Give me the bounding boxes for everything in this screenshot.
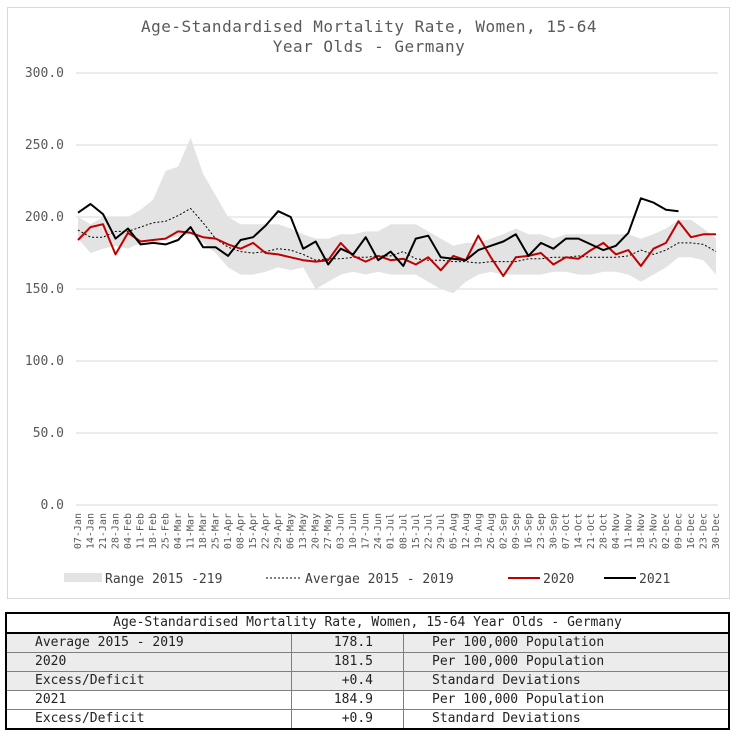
y-tick-label: 250.0 bbox=[25, 138, 64, 153]
y-tick-label: 0.0 bbox=[41, 498, 64, 513]
legend-label: 2021 bbox=[639, 572, 670, 587]
x-tick-label: 09-Sep bbox=[511, 513, 522, 549]
x-tick-label: 22-Jul bbox=[423, 513, 434, 549]
x-tick-label: 28-Oct bbox=[598, 513, 609, 549]
x-tick-label: 22-Apr bbox=[261, 513, 272, 549]
y-tick-label: 100.0 bbox=[25, 354, 64, 369]
x-tick-label: 11-Nov bbox=[623, 513, 634, 549]
range-band-area bbox=[78, 137, 716, 294]
row-unit: Standard Deviations bbox=[403, 709, 730, 730]
x-tick-label: 19-Aug bbox=[473, 513, 484, 549]
x-tick-label: 02-Dec bbox=[661, 513, 672, 549]
legend-swatch-range bbox=[64, 573, 102, 582]
x-tick-label: 08-Jul bbox=[398, 513, 409, 549]
summary-table: Age-Standardised Mortality Rate, Women, … bbox=[5, 612, 730, 730]
x-tick-label: 16-Sep bbox=[523, 513, 534, 549]
x-tick-label: 14-Jan bbox=[86, 513, 97, 549]
legend-label: Avergae 2015 - 2019 bbox=[305, 572, 454, 587]
x-tick-label: 01-Apr bbox=[223, 513, 234, 549]
x-tick-label: 14-Oct bbox=[573, 513, 584, 549]
row-unit: Standard Deviations bbox=[403, 671, 730, 691]
row-unit: Per 100,000 Population bbox=[403, 690, 730, 710]
x-tick-label: 04-Feb bbox=[123, 513, 134, 549]
x-tick-label: 11-Feb bbox=[136, 513, 147, 549]
x-tick-label: 15-Jul bbox=[411, 513, 422, 549]
x-tick-label: 29-Jul bbox=[436, 513, 447, 549]
legend-label: Range 2015 -219 bbox=[105, 572, 222, 587]
x-tick-label: 07-Jan bbox=[73, 513, 84, 549]
row-label: Average 2015 - 2019 bbox=[5, 632, 292, 653]
gridlines bbox=[76, 72, 718, 506]
chart-canvas: Age-Standardised Mortality Rate, Women, … bbox=[25, 17, 722, 587]
x-tick-label: 23-Sep bbox=[536, 513, 547, 549]
x-tick-label: 17-Jun bbox=[361, 513, 372, 549]
average-line bbox=[77, 207, 717, 264]
x-tick-label: 06-May bbox=[286, 513, 297, 549]
x-tick-label: 26-Aug bbox=[486, 513, 497, 549]
legend-label: 2020 bbox=[543, 572, 574, 587]
table-row: Excess/Deficit +0.4 Standard Deviations bbox=[5, 671, 730, 691]
x-tick-label: 29-Apr bbox=[273, 513, 284, 549]
x-axis-ticks: 07-Jan 14-Jan 21-Jan 28-Jan 04-Feb 11-Feb 18-F… bbox=[73, 513, 722, 549]
y-tick-label: 300.0 bbox=[25, 66, 64, 81]
x-tick-label: 25-Feb bbox=[161, 513, 172, 549]
x-tick-label: 30-Dec bbox=[711, 513, 722, 549]
row-label: 2021 bbox=[5, 690, 292, 710]
x-tick-label: 16-Dec bbox=[686, 513, 697, 549]
x-tick-label: 20-May bbox=[311, 513, 322, 549]
x-tick-label: 04-Mar bbox=[173, 513, 184, 549]
x-tick-label: 10-Jun bbox=[348, 513, 359, 549]
y-tick-label: 150.0 bbox=[25, 282, 64, 297]
x-tick-label: 07-Oct bbox=[561, 513, 572, 549]
x-tick-label: 18-Feb bbox=[148, 513, 159, 549]
x-tick-label: 01-Jul bbox=[386, 513, 397, 549]
x-tick-label: 27-May bbox=[323, 513, 334, 549]
x-tick-label: 23-Dec bbox=[698, 513, 709, 549]
x-tick-label: 02-Sep bbox=[498, 513, 509, 549]
x-tick-label: 03-Jun bbox=[336, 513, 347, 549]
row-unit: Per 100,000 Population bbox=[403, 632, 730, 653]
row-unit: Per 100,000 Population bbox=[403, 652, 730, 672]
table-row: Average 2015 - 2019 178.1 Per 100,000 Po… bbox=[5, 632, 730, 653]
row-value: +0.4 bbox=[291, 671, 404, 691]
table-row: 2020 181.5 Per 100,000 Population bbox=[5, 652, 730, 672]
x-tick-label: 18-Mar bbox=[198, 513, 209, 549]
series-lines bbox=[77, 197, 717, 277]
x-tick-label: 21-Oct bbox=[586, 513, 597, 549]
x-tick-label: 11-Mar bbox=[186, 513, 197, 549]
table-row: 2021 184.9 Per 100,000 Population bbox=[5, 690, 730, 710]
y-axis-ticks: 0.0 50.0 100.0 150.0 200.0 250.0 300.0 bbox=[25, 66, 64, 513]
x-tick-label: 25-Nov bbox=[648, 513, 659, 549]
x-tick-label: 21-Jan bbox=[98, 513, 109, 549]
range-band bbox=[78, 137, 716, 294]
chart-area: Age-Standardised Mortality Rate, Women, … bbox=[7, 7, 730, 599]
x-tick-label: 24-Jun bbox=[373, 513, 384, 549]
y-tick-label: 200.0 bbox=[25, 210, 64, 225]
x-tick-label: 05-Aug bbox=[448, 513, 459, 549]
series-line-2021 bbox=[77, 197, 679, 267]
row-value: 178.1 bbox=[291, 632, 404, 653]
y-tick-label: 50.0 bbox=[33, 426, 64, 441]
row-value: +0.9 bbox=[291, 709, 404, 730]
row-label: 2020 bbox=[5, 652, 292, 672]
row-label: Excess/Deficit bbox=[5, 709, 292, 730]
chart-title-line-1: Age-Standardised Mortality Rate, Women, … bbox=[141, 17, 597, 36]
x-tick-label: 13-May bbox=[298, 513, 309, 549]
x-tick-label: 28-Jan bbox=[111, 513, 122, 549]
x-tick-label: 08-Apr bbox=[236, 513, 247, 549]
row-value: 181.5 bbox=[291, 652, 404, 672]
table-row: Excess/Deficit +0.9 Standard Deviations bbox=[5, 709, 730, 730]
x-tick-label: 15-Apr bbox=[248, 513, 259, 549]
x-tick-label: 30-Sep bbox=[548, 513, 559, 549]
table-title: Age-Standardised Mortality Rate, Women, … bbox=[5, 612, 730, 634]
row-label: Excess/Deficit bbox=[5, 671, 292, 691]
x-tick-label: 25-Mar bbox=[211, 513, 222, 549]
legend: Range 2015 -219 Avergae 2015 - 2019 2020 20… bbox=[64, 572, 670, 587]
row-value: 184.9 bbox=[291, 690, 404, 710]
x-tick-label: 04-Nov bbox=[611, 513, 622, 549]
x-tick-label: 12-Aug bbox=[461, 513, 472, 549]
x-tick-label: 18-Nov bbox=[636, 513, 647, 549]
x-tick-label: 09-Dec bbox=[673, 513, 684, 549]
chart-title-line-2: Year Olds - Germany bbox=[273, 37, 466, 56]
